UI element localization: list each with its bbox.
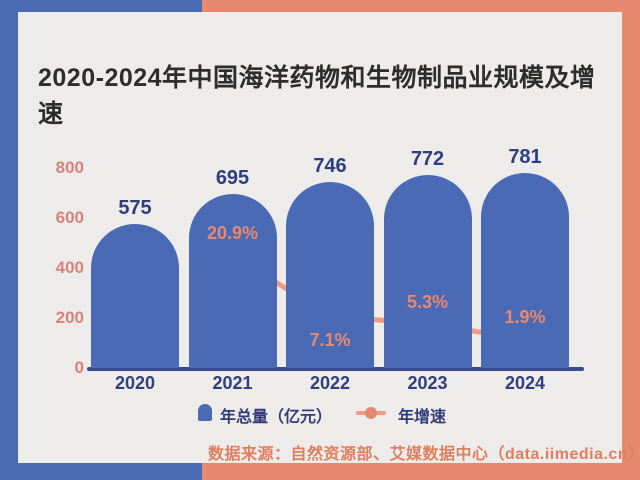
growth-label-2024: 1.9%: [504, 307, 546, 327]
bar-value-2023: 772: [410, 148, 445, 170]
growth-label-2023: 5.3%: [406, 291, 449, 312]
growth-label-2022: 7.1%: [309, 330, 351, 351]
bar-2022: [286, 181, 374, 368]
chart-title: 2020-2024年中国海洋药物和生物制品业规模及增速: [38, 64, 596, 128]
bar-series-label: 年总量（亿元）: [220, 409, 333, 426]
y-tick-400: 400: [55, 258, 84, 277]
bar-value-2022: 746: [313, 154, 347, 177]
line-series-icon-dot: [365, 407, 377, 419]
bar-2023: [383, 175, 472, 368]
bar-2021: [188, 194, 277, 368]
bottom-left-accent-strip: [0, 463, 202, 480]
legend: 年总量（亿元） 年增速: [0, 400, 640, 426]
bar-value-2024: 781: [508, 145, 542, 168]
bar-value-2020: 575: [118, 197, 152, 220]
top-left-accent-strip: [0, 0, 202, 12]
y-tick-800: 800: [55, 158, 84, 177]
line-series-label: 年增速: [398, 409, 447, 426]
data-source: 数据来源：自然资源部、艾媒数据中心（data.iimedia.cn）: [208, 446, 640, 463]
x-tick-2024: 2024: [504, 373, 546, 393]
y-tick-0: 0: [74, 358, 84, 377]
y-tick-600: 600: [55, 208, 84, 227]
line-series-icon: [356, 404, 386, 422]
x-tick-2022: 2022: [309, 373, 351, 393]
x-tick-2020: 2020: [114, 373, 156, 393]
x-tick-2023: 2023: [407, 373, 448, 393]
bar-2020: [91, 224, 179, 368]
bar-value-2021: 695: [215, 167, 250, 190]
y-tick-200: 200: [55, 308, 84, 327]
x-axis-line: [87, 367, 584, 371]
growth-label-2021: 20.9%: [206, 223, 259, 244]
left-accent-bar: [0, 0, 18, 480]
bar-2024: [481, 172, 569, 368]
bar-series-icon: [198, 404, 212, 421]
x-tick-2021: 2021: [212, 373, 253, 393]
